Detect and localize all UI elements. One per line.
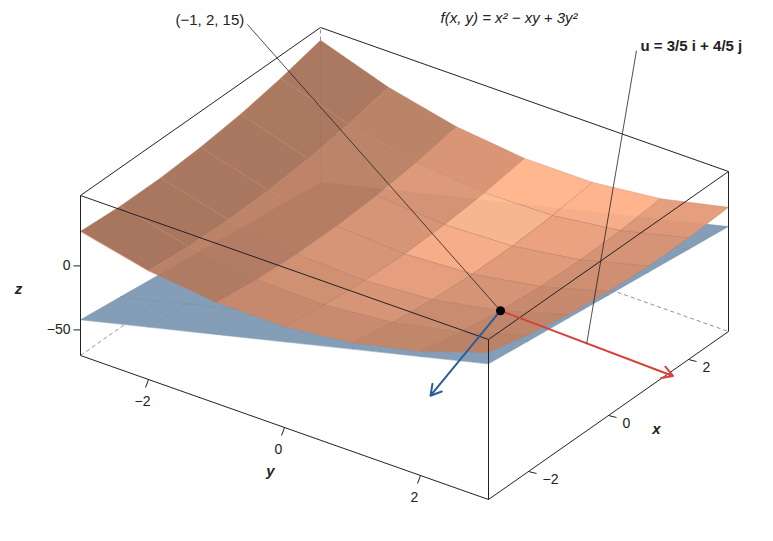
svg-text:0: 0 [275,441,283,457]
svg-text:z: z [14,280,23,297]
svg-text:2: 2 [411,489,419,505]
svg-text:f(x, y) = x² − xy + 3y²: f(x, y) = x² − xy + 3y² [441,9,579,26]
svg-text:y: y [265,462,275,479]
svg-text:0: 0 [63,257,71,273]
svg-text:−2: −2 [543,471,559,487]
svg-text:u = 3/5 i + 4/5 j: u = 3/5 i + 4/5 j [641,37,743,54]
svg-text:−50: −50 [47,321,71,337]
svg-text:(−1, 2, 15): (−1, 2, 15) [176,11,245,28]
svg-text:2: 2 [703,359,711,375]
svg-text:0: 0 [623,415,631,431]
svg-text:−2: −2 [135,393,151,409]
svg-text:x: x [651,420,661,437]
